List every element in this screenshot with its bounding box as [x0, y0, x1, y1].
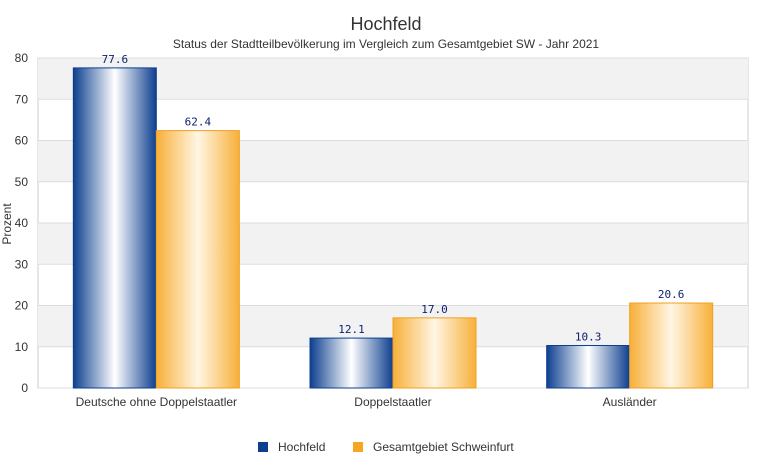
data-label: 12.1	[338, 323, 365, 336]
x-axis-ticks: Deutsche ohne Doppelstaatler Doppelstaatl…	[76, 395, 657, 409]
y-tick-label: 60	[15, 134, 29, 148]
y-tick-label: 80	[15, 51, 29, 65]
y-tick-label: 70	[15, 92, 29, 106]
chart-title: Hochfeld	[350, 14, 421, 34]
y-axis-title: Prozent	[0, 203, 14, 245]
legend-label: Hochfeld	[278, 440, 325, 454]
data-label: 10.3	[575, 331, 602, 344]
legend: Hochfeld Gesamtgebiet Schweinfurt	[258, 440, 514, 454]
x-tick-label: Ausländer	[603, 395, 657, 409]
y-tick-label: 50	[15, 175, 29, 189]
bar	[72, 67, 157, 389]
legend-label: Gesamtgebiet Schweinfurt	[373, 440, 514, 454]
y-axis-ticks: 0 10 20 30 40 50 60 70 80	[15, 51, 29, 395]
data-label: 62.4	[185, 116, 212, 129]
chart-subtitle: Status der Stadtteilbevölkerung im Vergl…	[173, 37, 600, 51]
data-label: 77.6	[102, 53, 129, 66]
legend-swatch	[258, 442, 268, 452]
data-label: 17.0	[421, 303, 448, 316]
y-tick-label: 40	[15, 216, 29, 230]
y-tick-label: 0	[21, 381, 28, 395]
legend-swatch	[353, 442, 363, 452]
bar	[155, 130, 240, 389]
bar	[309, 337, 394, 389]
x-tick-label: Doppelstaatler	[354, 395, 431, 409]
data-label: 20.6	[658, 288, 685, 301]
x-tick-label: Deutsche ohne Doppelstaatler	[76, 395, 237, 409]
bars	[72, 67, 714, 389]
bar	[629, 302, 714, 389]
y-tick-label: 20	[15, 299, 29, 313]
y-tick-label: 30	[15, 257, 29, 271]
bar	[546, 345, 631, 389]
y-tick-label: 10	[15, 340, 29, 354]
data-labels: 77.6 62.4 12.1 17.0 10.3 20.6	[102, 53, 685, 344]
bar	[392, 317, 477, 389]
